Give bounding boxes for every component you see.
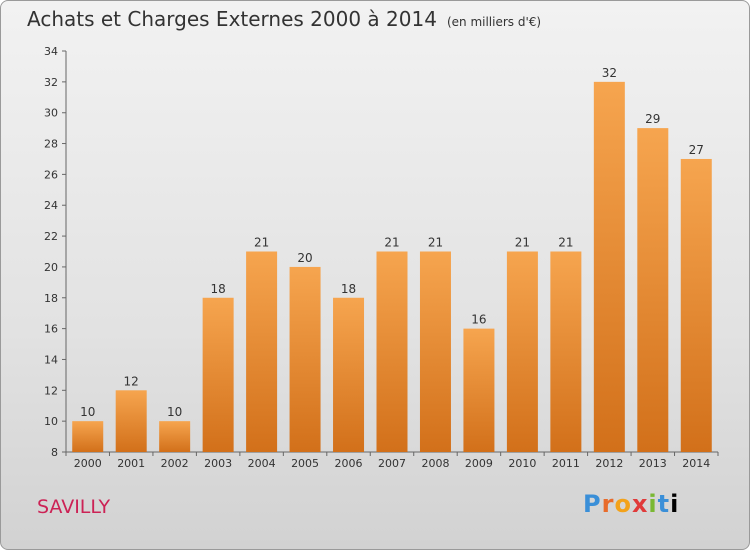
data-label-2011: 21: [558, 236, 573, 250]
x-tick-label-2014: 2014: [682, 457, 710, 470]
bar-2003[interactable]: [202, 297, 234, 452]
y-tick-label: 16: [44, 323, 58, 336]
y-tick-label: 12: [44, 384, 58, 397]
x-tick-label-2007: 2007: [378, 457, 406, 470]
y-tick-label: 20: [44, 261, 58, 274]
x-tick-label-2012: 2012: [595, 457, 623, 470]
bar-2011[interactable]: [550, 251, 582, 453]
y-tick-label: 28: [44, 138, 58, 151]
data-label-2012: 32: [602, 66, 617, 80]
y-tick-label: 34: [44, 45, 58, 58]
x-tick-label-2006: 2006: [335, 457, 363, 470]
data-label-2008: 21: [428, 236, 443, 250]
bar-2013[interactable]: [637, 128, 669, 452]
data-label-2014: 27: [689, 143, 704, 157]
y-tick-label: 18: [44, 292, 58, 305]
data-label-2002: 10: [167, 405, 182, 419]
x-tick-label-2000: 2000: [74, 457, 102, 470]
x-tick-label-2011: 2011: [552, 457, 580, 470]
bar-2007[interactable]: [376, 251, 408, 453]
data-label-2009: 16: [471, 313, 486, 327]
x-tick-label-2005: 2005: [291, 457, 319, 470]
data-label-2006: 18: [341, 282, 356, 296]
location-label: SAVILLY: [37, 496, 111, 518]
chart-unit: (en milliers d'€): [446, 15, 542, 29]
y-tick-label: 24: [44, 199, 58, 212]
y-tick-label: 14: [44, 353, 58, 366]
data-label-2010: 21: [515, 236, 530, 250]
bar-2010[interactable]: [506, 251, 538, 453]
x-tick-label-2010: 2010: [508, 457, 536, 470]
y-tick-label: 30: [44, 107, 58, 120]
bar-2009[interactable]: [463, 328, 495, 452]
y-tick-label: 8: [51, 446, 58, 459]
bar-2004[interactable]: [246, 251, 278, 453]
bar-2001[interactable]: [115, 390, 147, 452]
bar-2000[interactable]: [72, 421, 104, 452]
bar-2006[interactable]: [333, 297, 365, 452]
y-tick-label: 26: [44, 168, 58, 181]
x-tick-label-2009: 2009: [465, 457, 493, 470]
proxiti-logo[interactable]: Proxiti: [583, 490, 680, 518]
x-tick-label-2004: 2004: [248, 457, 276, 470]
y-tick-label: 10: [44, 415, 58, 428]
data-label-2001: 12: [124, 374, 139, 388]
y-tick-label: 32: [44, 76, 58, 89]
bar-2012[interactable]: [593, 81, 625, 452]
x-tick-label-2013: 2013: [639, 457, 667, 470]
data-label-2004: 21: [254, 236, 269, 250]
x-tick-label-2001: 2001: [117, 457, 145, 470]
bar-2014[interactable]: [680, 158, 712, 452]
x-tick-label-2003: 2003: [204, 457, 232, 470]
data-label-2000: 10: [80, 405, 95, 419]
bar-2005[interactable]: [289, 266, 321, 452]
chart-title: Achats et Charges Externes 2000 à 2014: [27, 7, 437, 31]
data-label-2005: 20: [297, 251, 312, 265]
data-label-2013: 29: [645, 112, 660, 126]
chart-title-row: Achats et Charges Externes 2000 à 2014 (e…: [27, 7, 541, 31]
bar-2008[interactable]: [419, 251, 451, 453]
x-tick-label-2002: 2002: [161, 457, 189, 470]
x-tick-label-2008: 2008: [421, 457, 449, 470]
y-tick-label: 22: [44, 230, 58, 243]
bar-2002[interactable]: [159, 421, 191, 452]
data-label-2007: 21: [384, 236, 399, 250]
data-label-2003: 18: [210, 282, 225, 296]
